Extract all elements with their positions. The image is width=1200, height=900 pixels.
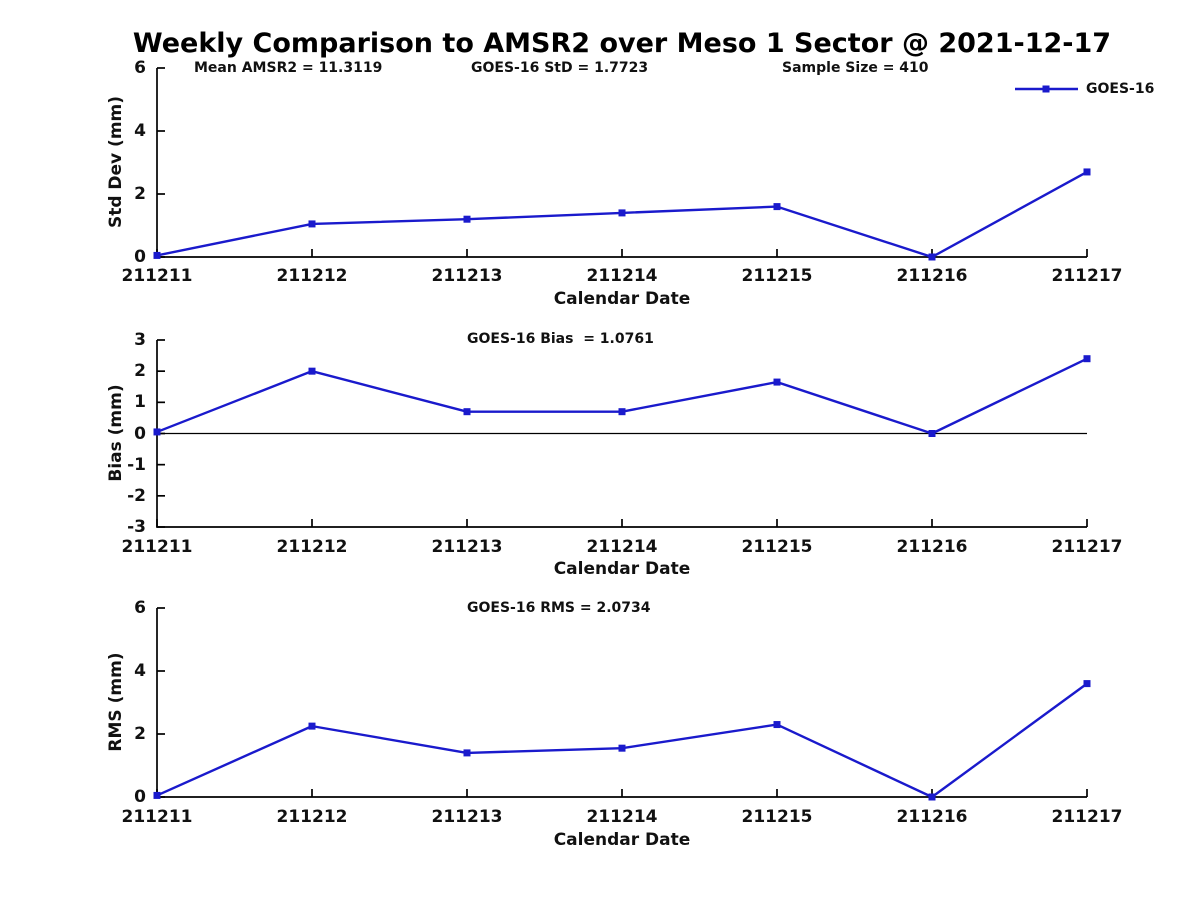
data-point-marker <box>308 367 316 375</box>
legend-marker-icon <box>1042 85 1050 93</box>
x-tick-label: 211215 <box>741 266 813 286</box>
x-tick-label: 211217 <box>1051 266 1123 286</box>
legend-label: GOES-16 <box>1086 81 1155 97</box>
x-tick-label: 211211 <box>121 807 193 827</box>
y-tick-label: -1 <box>127 454 146 475</box>
annotation-goes16-std: GOES-16 StD = 1.7723 <box>471 60 649 76</box>
x-tick-label: 211212 <box>276 807 348 827</box>
data-point-marker <box>153 428 161 436</box>
rms-line-series <box>156 682 1088 799</box>
x-tick-label: 211216 <box>896 807 968 827</box>
chart-title: Weekly Comparison to AMSR2 over Meso 1 S… <box>132 28 1112 59</box>
subplot-bias <box>153 339 1091 528</box>
data-point-marker <box>773 203 781 211</box>
y-tick-label: 0 <box>134 247 146 267</box>
y-tick-label: 3 <box>134 330 146 350</box>
y-tick-label: -3 <box>127 517 146 537</box>
x-tick-label: 211214 <box>586 266 658 286</box>
data-point-marker <box>773 721 781 729</box>
x-tick-label: 211215 <box>741 537 813 557</box>
x-tick-label: 211213 <box>431 266 503 286</box>
annotation-goes16-rms: GOES-16 RMS = 2.0734 <box>467 600 651 616</box>
subplot-stddev <box>153 67 1091 261</box>
data-point-marker <box>1083 355 1091 363</box>
x-tick-label: 211214 <box>586 807 658 827</box>
bias-line-series <box>156 357 1088 435</box>
x-tick-label: 211211 <box>121 537 193 557</box>
y-tick-label: 0 <box>134 423 146 444</box>
data-point-marker <box>153 251 161 259</box>
data-point-marker <box>1083 168 1091 176</box>
data-point-marker <box>308 722 316 730</box>
data-point-marker <box>618 744 626 752</box>
x-axis-label-rms: Calendar Date <box>553 830 691 850</box>
x-tick-label: 211213 <box>431 537 503 557</box>
annotation-goes16-bias: GOES-16 Bias = 1.0761 <box>467 331 654 347</box>
y-axis-label-stddev: Std Dev (mm) <box>106 95 126 229</box>
axes <box>156 68 1087 258</box>
annotation-mean-amsr2: Mean AMSR2 = 11.3119 <box>194 60 383 76</box>
data-point-marker <box>773 378 781 386</box>
x-tick-label: 211211 <box>121 266 193 286</box>
y-tick-label: 6 <box>134 58 146 78</box>
y-tick-label: 4 <box>134 661 146 681</box>
x-tick-label: 211216 <box>896 266 968 286</box>
y-tick-label: 2 <box>134 184 146 204</box>
x-tick-label: 211212 <box>276 266 348 286</box>
subplot-rms <box>153 607 1091 801</box>
data-point-marker <box>618 408 626 416</box>
data-point-marker <box>928 253 936 261</box>
y-tick-label: -2 <box>127 485 146 506</box>
y-axis-label-rms: RMS (mm) <box>106 652 126 752</box>
data-point-marker <box>928 793 936 801</box>
x-tick-label: 211216 <box>896 537 968 557</box>
x-tick-label: 211213 <box>431 807 503 827</box>
x-axis-label-stddev: Calendar Date <box>553 289 691 309</box>
x-tick-label: 211212 <box>276 537 348 557</box>
y-tick-label: 1 <box>134 392 146 413</box>
x-tick-label: 211217 <box>1051 807 1123 827</box>
data-point-marker <box>463 749 471 757</box>
data-point-marker <box>153 791 161 799</box>
axes <box>156 608 1087 798</box>
y-tick-label: 2 <box>134 361 146 382</box>
x-tick-label: 211214 <box>586 537 658 557</box>
data-point-marker <box>618 209 626 217</box>
x-tick-label: 211215 <box>741 807 813 827</box>
y-tick-label: 2 <box>134 724 146 744</box>
y-tick-label: 4 <box>134 121 146 141</box>
x-axis-label-bias: Calendar Date <box>553 559 691 579</box>
annotation-sample-size: Sample Size = 410 <box>782 60 929 76</box>
data-point-marker <box>463 408 471 416</box>
data-point-marker <box>1083 680 1091 688</box>
data-point-marker <box>463 215 471 223</box>
legend-line-icon <box>1015 85 1078 93</box>
x-tick-label: 211217 <box>1051 537 1123 557</box>
y-tick-label: 6 <box>134 598 146 618</box>
y-tick-label: 0 <box>134 787 146 807</box>
data-point-marker <box>928 430 936 437</box>
data-point-marker <box>308 220 316 228</box>
